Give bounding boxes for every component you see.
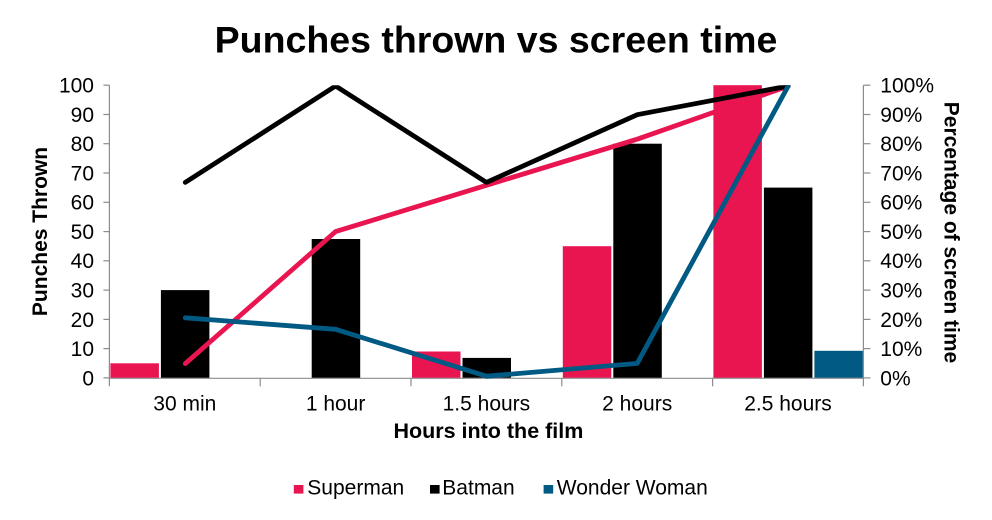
- svg-text:70: 70: [71, 162, 94, 185]
- svg-text:0: 0: [82, 367, 94, 390]
- svg-text:50%: 50%: [880, 221, 922, 244]
- svg-text:10%: 10%: [880, 338, 922, 361]
- svg-text:80: 80: [71, 133, 94, 156]
- svg-text:Superman: Superman: [307, 476, 404, 499]
- svg-text:60: 60: [71, 192, 94, 215]
- svg-text:80%: 80%: [880, 133, 922, 156]
- svg-text:Punches thrown vs screen time: Punches thrown vs screen time: [215, 18, 778, 60]
- svg-text:30: 30: [71, 280, 94, 303]
- svg-text:70%: 70%: [880, 162, 922, 185]
- svg-text:Percentage of screen time: Percentage of screen time: [940, 102, 963, 363]
- svg-text:0%: 0%: [880, 367, 910, 390]
- svg-text:20: 20: [71, 309, 94, 332]
- svg-text:40: 40: [71, 250, 94, 273]
- svg-text:Wonder Woman: Wonder Woman: [557, 476, 708, 499]
- svg-text:Hours into the film: Hours into the film: [393, 419, 583, 443]
- svg-text:Punches Thrown: Punches Thrown: [29, 147, 52, 316]
- svg-text:1.5 hours: 1.5 hours: [443, 392, 531, 415]
- svg-text:100: 100: [59, 75, 94, 98]
- svg-text:1 hour: 1 hour: [306, 392, 366, 415]
- svg-text:40%: 40%: [880, 250, 922, 273]
- svg-text:50: 50: [71, 221, 94, 244]
- svg-text:2.5 hours: 2.5 hours: [744, 392, 832, 415]
- svg-text:Batman: Batman: [442, 476, 514, 499]
- svg-text:90%: 90%: [880, 104, 922, 127]
- svg-text:90: 90: [71, 104, 94, 127]
- svg-text:30 min: 30 min: [153, 392, 216, 415]
- svg-text:2 hours: 2 hours: [602, 392, 672, 415]
- svg-text:60%: 60%: [880, 192, 922, 215]
- svg-text:10: 10: [71, 338, 94, 361]
- svg-text:30%: 30%: [880, 280, 922, 303]
- svg-text:100%: 100%: [880, 75, 934, 98]
- svg-text:20%: 20%: [880, 309, 922, 332]
